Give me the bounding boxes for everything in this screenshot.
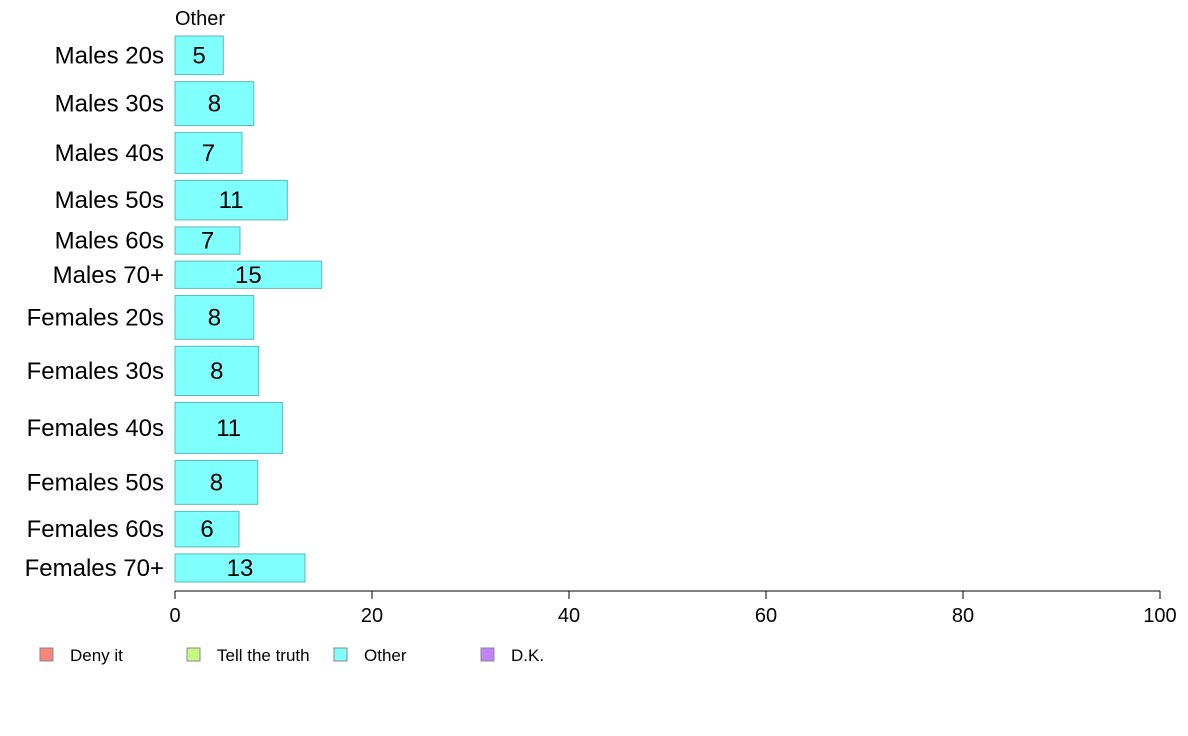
category-label: Females 20s [27,304,164,331]
bar-value-label: 11 [216,415,241,442]
legend-label: Other [364,646,407,665]
category-label: Males 30s [55,91,164,118]
legend-swatch [39,647,54,662]
category-label: Females 40s [27,415,164,442]
bar-value-label: 13 [227,555,254,582]
bar-females-60s [174,510,240,548]
bar-males-40s [174,132,243,174]
x-tick-label: 80 [952,605,974,627]
legend-label: Tell the truth [217,646,310,665]
bar-males-30s [174,81,255,127]
panel-title: Other [175,8,225,30]
category-label: Males 20s [55,42,164,69]
legend: Deny it Tell the truth Other D.K. [39,646,544,665]
bar-value-label: 8 [208,91,221,118]
legend-swatch [480,647,495,662]
bar-females-50s [174,459,259,505]
x-tick-label: 20 [361,605,383,627]
category-label: Males 70+ [53,262,164,289]
bar-females-40s [174,401,283,454]
category-label: Males 50s [55,187,164,214]
bar-females-70- [174,553,306,583]
x-tick-label: 0 [169,605,180,627]
legend-label: D.K. [511,646,544,665]
bar-value-label: 8 [210,469,223,496]
legend-swatch [186,647,201,662]
bar-value-label: 8 [210,358,223,385]
category-label: Females 60s [27,516,164,543]
bar-value-label: 11 [219,187,244,214]
bar-males-50s [174,179,288,221]
category-label: Males 60s [55,228,164,255]
x-tick-label: 40 [558,605,580,627]
category-label: Females 70+ [25,555,164,582]
category-label: Males 40s [55,140,164,167]
bar-males-70- [174,260,323,289]
bar-value-label: 7 [202,140,215,167]
bar-value-label: 6 [200,516,213,543]
x-axis: 0 20 40 60 80 100 [169,590,1177,627]
x-tick-label: 60 [755,605,777,627]
bar-value-label: 8 [208,304,221,331]
bar-males-60s [174,226,241,255]
category-label: Females 50s [27,469,164,496]
bar-females-30s [174,345,260,396]
x-tick-label: 100 [1143,605,1176,627]
bars-group: 5 Males 20s 8 Males 30s 7 Males 40s 11 Males 50… [25,35,323,583]
bar-value-label: 7 [201,228,214,255]
bar-value-label: 5 [192,42,205,69]
bar-females-20s [174,294,255,340]
category-label: Females 30s [27,358,164,385]
legend-swatch [333,647,348,662]
bar-value-label: 15 [235,262,262,289]
legend-label: Deny it [70,646,123,665]
bar-males-20s [174,35,224,76]
